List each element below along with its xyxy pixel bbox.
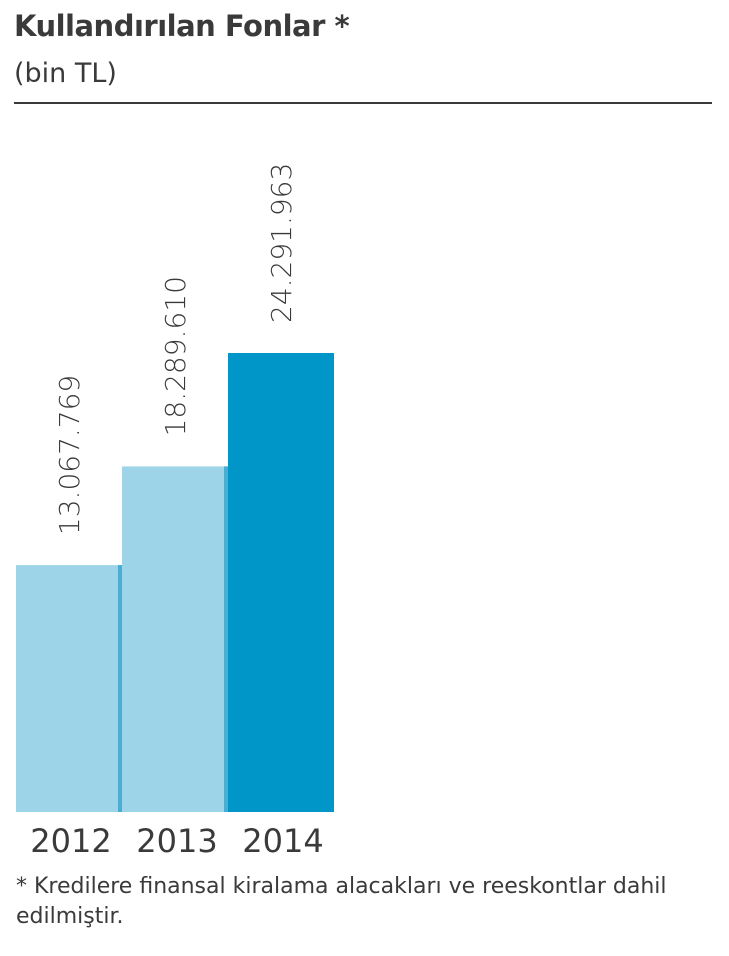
x-tick-label: 2012 bbox=[30, 822, 111, 860]
bar bbox=[16, 565, 125, 812]
bar bbox=[122, 466, 231, 812]
value-label: 18.289.610 bbox=[159, 276, 192, 436]
value-label: 13.067.769 bbox=[53, 375, 86, 535]
footnote: * Kredilere finansal kiralama alacakları… bbox=[16, 874, 667, 929]
x-tick-label: 2014 bbox=[242, 822, 323, 860]
chart-title: Kullandırılan Fonlar * bbox=[14, 9, 350, 43]
bar-shade bbox=[224, 466, 231, 812]
value-label: 24.291.963 bbox=[265, 163, 298, 323]
bar bbox=[228, 353, 334, 812]
chart-subtitle: (bin TL) bbox=[14, 58, 117, 89]
x-tick-label: 2013 bbox=[136, 822, 217, 860]
bar-shade bbox=[118, 565, 125, 812]
